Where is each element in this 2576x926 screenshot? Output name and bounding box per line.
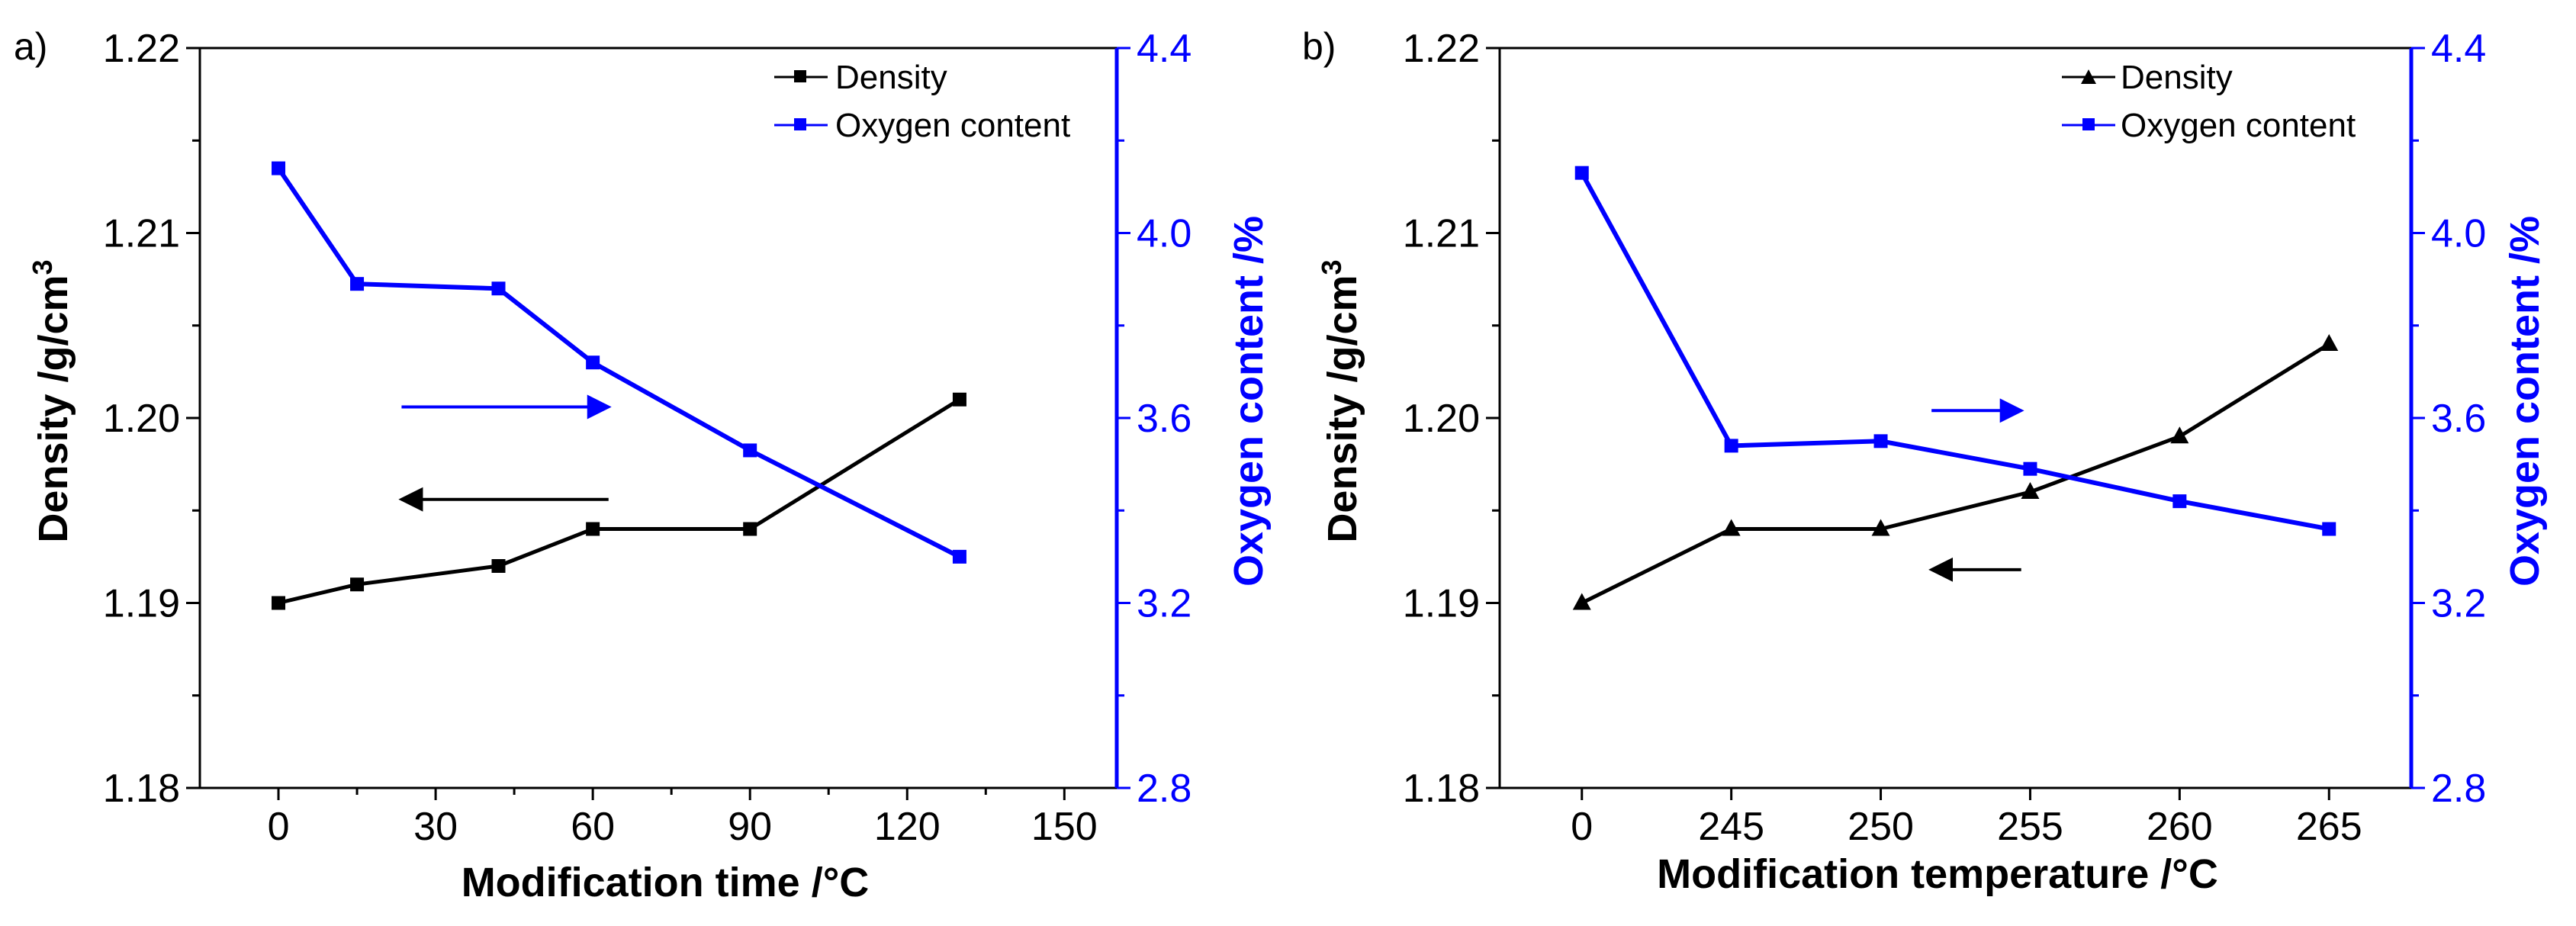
density-series-line <box>278 397 961 605</box>
y-right-tick-label: 3.2 <box>1137 582 1192 626</box>
density-data-point <box>1871 519 1890 536</box>
y-left-tick-label: 1.20 <box>103 397 180 441</box>
y-right-tick-label: 4.0 <box>2431 212 2486 256</box>
x-tick-label: 120 <box>874 805 941 849</box>
y-axis-left-title: Density /g/cm3 <box>27 259 77 542</box>
density-data-point <box>2320 334 2339 351</box>
oxygen-content-data-point <box>491 281 506 296</box>
y-right-tick-label: 4.4 <box>1137 27 1192 71</box>
y-right-tick-label: 2.8 <box>2431 767 2486 811</box>
x-tick-label: 250 <box>1848 805 1914 849</box>
x-tick-label: 60 <box>571 805 615 849</box>
y-axis-left-title: Density /g/cm3 <box>1316 259 1366 542</box>
y-axis-right-title: Oxygen content /% <box>2502 216 2548 587</box>
density-series-line <box>1581 342 2330 605</box>
oxygen-content-data-point <box>1724 439 1738 453</box>
panel-label: b) <box>1302 25 1336 68</box>
legend-density-label: Density <box>2121 59 2233 96</box>
oxygen-content-data-point <box>743 443 757 458</box>
y-left-tick-label: 1.18 <box>103 767 180 811</box>
x-axis-title: Modification temperature /°C <box>1657 851 2218 897</box>
density-data-point <box>586 522 600 536</box>
oxygen-content-data-point <box>2172 494 2187 509</box>
x-tick-label: 245 <box>1698 805 1764 849</box>
legend: Density Oxygen content <box>774 59 1070 144</box>
y-left-tick-label: 1.18 <box>1403 767 1480 811</box>
oxygen-content-data-point <box>1574 166 1589 180</box>
x-tick-label: 265 <box>2296 805 2362 849</box>
x-tick-label: 90 <box>728 805 772 849</box>
y-right-tick-label: 3.2 <box>2431 582 2486 626</box>
x-axis-title: Modification time /°C <box>461 860 870 905</box>
oxygen-content-data-point <box>2322 522 2336 536</box>
x-tick-label: 260 <box>2147 805 2213 849</box>
oxygen-content-data-point <box>350 277 365 291</box>
y-right-tick-label: 4.4 <box>2431 27 2486 71</box>
legend-oxygen-label: Oxygen content <box>2121 107 2356 144</box>
oxygen-content-data-point <box>1873 434 1888 449</box>
density-data-point <box>2170 426 2189 444</box>
y-axis-right-title: Oxygen content /% <box>1226 216 1272 587</box>
x-tick-label: 0 <box>268 805 290 849</box>
y-left-tick-label: 1.21 <box>103 212 180 256</box>
x-tick-label: 30 <box>413 805 458 849</box>
legend-density-marker <box>2081 69 2096 84</box>
density-data-point <box>272 596 286 610</box>
legend-oxygen-label: Oxygen content <box>835 107 1070 144</box>
x-tick-label: 0 <box>1571 805 1593 849</box>
legend-oxygen-marker <box>794 118 806 130</box>
oxygen-content-data-point <box>586 355 600 370</box>
density-data-point <box>491 559 506 573</box>
legend-oxygen-marker <box>2082 118 2095 130</box>
y-left-tick-label: 1.22 <box>103 27 180 71</box>
y-left-tick-label: 1.19 <box>103 582 180 626</box>
x-tick-label: 255 <box>1997 805 2063 849</box>
panel-label: a) <box>14 25 47 68</box>
y-left-tick-label: 1.20 <box>1403 397 1480 441</box>
oxygen-content-data-point <box>272 161 286 175</box>
density-data-point <box>2021 482 2040 499</box>
density-data-point <box>350 577 365 592</box>
plot-area: 1.18 1.19 1.20 1.21 1.22 2.8 3.2 3.6 4.0 4.4 0 30 60… <box>103 27 1192 849</box>
legend: Density Oxygen content <box>2062 59 2356 144</box>
density-data-point <box>952 392 966 407</box>
oxygen-content-series-line <box>276 166 961 559</box>
density-data-point <box>743 522 757 536</box>
y-right-tick-label: 3.6 <box>1137 397 1192 441</box>
y-left-tick-label: 1.21 <box>1403 212 1480 256</box>
density-data-point <box>1722 519 1741 536</box>
plot-area: 1.18 1.19 1.20 1.21 1.22 2.8 3.2 3.6 4.0 4.4 0 245 2… <box>1403 27 2487 849</box>
x-tick-label: 150 <box>1031 805 1098 849</box>
legend-density-label: Density <box>835 59 947 96</box>
legend-density-marker <box>794 70 806 82</box>
density-data-point <box>1572 593 1591 610</box>
chart-panel-a: a) 1.18 1.19 1.20 1.21 1.22 2.8 3.2 3.6 4.0 4.4 0 3… <box>14 25 1272 905</box>
chart-panel-b: b) 1.18 1.19 1.20 1.21 1.22 2.8 3.2 3.6 4.0 4.4 0 2… <box>1302 25 2548 897</box>
oxygen-content-series-line <box>1580 172 2330 532</box>
y-left-tick-label: 1.22 <box>1403 27 1480 71</box>
y-left-tick-label: 1.19 <box>1403 582 1480 626</box>
y-right-tick-label: 2.8 <box>1137 767 1192 811</box>
oxygen-content-data-point <box>2023 461 2037 476</box>
oxygen-content-data-point <box>952 549 966 564</box>
y-right-tick-label: 3.6 <box>2431 397 2486 441</box>
y-right-tick-label: 4.0 <box>1137 212 1192 256</box>
